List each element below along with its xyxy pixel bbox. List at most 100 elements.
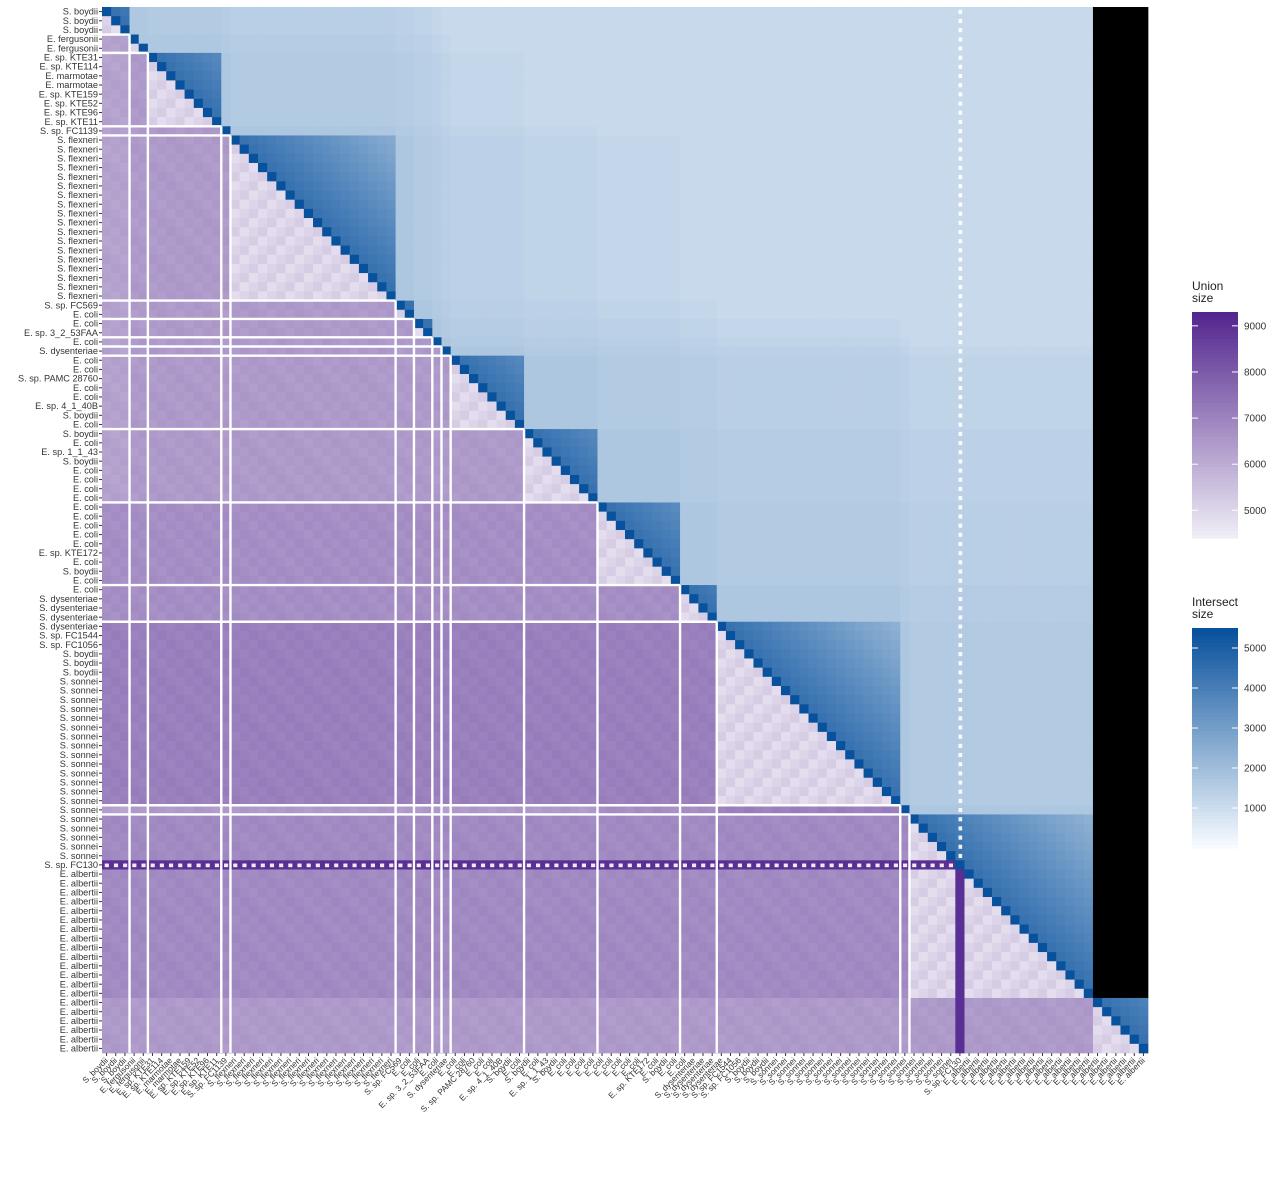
heatmap-cell [735, 392, 745, 402]
heatmap-cell [817, 383, 828, 393]
heatmap-cell [276, 337, 286, 347]
heatmap-cell [1010, 199, 1020, 210]
heatmap-cell [854, 273, 864, 283]
heatmap-cell [1138, 172, 1149, 182]
heatmap-cell [652, 300, 663, 311]
heatmap-cell [1074, 172, 1085, 182]
heatmap-cell [386, 328, 396, 338]
heatmap-cell [202, 16, 213, 26]
heatmap-cell [478, 135, 488, 145]
heatmap-cell [579, 273, 589, 283]
heatmap-cell [1047, 392, 1057, 402]
heatmap-cell [670, 52, 681, 63]
heatmap-cell [597, 364, 607, 375]
heatmap-cell [936, 71, 947, 81]
heatmap-cell [239, 364, 250, 375]
heatmap-cell [129, 346, 140, 357]
heatmap-cell [423, 328, 433, 338]
heatmap-cell [157, 144, 167, 155]
heatmap-cell [579, 208, 589, 219]
heatmap-cell [872, 227, 883, 237]
heatmap-cell [303, 135, 314, 145]
heatmap-cell [927, 364, 938, 375]
heatmap-cell [927, 25, 938, 35]
heatmap-cell [771, 263, 782, 274]
heatmap-cell [1074, 98, 1085, 109]
heatmap-cell [634, 309, 644, 320]
heatmap-cell [780, 190, 791, 201]
heatmap-cell [973, 144, 984, 155]
heatmap-cell [322, 300, 332, 311]
heatmap-cell [129, 62, 140, 72]
heatmap-cell [1037, 43, 1048, 54]
heatmap-cell [267, 227, 277, 237]
heatmap-cell [533, 135, 543, 145]
heatmap-cell [496, 52, 507, 63]
heatmap-cell [680, 117, 690, 127]
heatmap-cell [744, 25, 754, 35]
heatmap-cell [1037, 80, 1048, 90]
heatmap-cell [413, 208, 424, 219]
heatmap-cell [294, 208, 305, 219]
heatmap-cell [588, 117, 598, 127]
heatmap-cell [368, 199, 378, 210]
heatmap-cell [790, 245, 800, 256]
heatmap-cell [992, 181, 1002, 191]
heatmap-cell [992, 245, 1002, 256]
heatmap-cell [175, 62, 185, 72]
heatmap-cell [689, 98, 699, 109]
heatmap-cell [239, 309, 250, 320]
heatmap-cell [716, 126, 727, 136]
heatmap-cell [625, 62, 635, 72]
heatmap-cell [927, 254, 938, 265]
heatmap-cell [643, 89, 653, 100]
heatmap-cell [918, 172, 929, 182]
heatmap-cell [606, 346, 617, 357]
heatmap-cell [331, 153, 341, 164]
heatmap-cell [230, 135, 240, 145]
heatmap-cell [257, 254, 268, 265]
heatmap-cell [689, 117, 699, 127]
heatmap-cell [322, 254, 332, 265]
heatmap-cell [331, 25, 341, 35]
heatmap-cell [891, 309, 901, 320]
heatmap-cell [505, 34, 516, 45]
heatmap-cell [634, 135, 644, 145]
heatmap-cell [166, 144, 176, 155]
heatmap-cell [606, 153, 617, 164]
heatmap-cell [257, 80, 268, 90]
heatmap-cell [432, 236, 442, 246]
heatmap-cell [542, 254, 552, 265]
heatmap-cell [404, 355, 415, 366]
heatmap-cell [854, 25, 864, 35]
heatmap-cell [138, 328, 149, 338]
heatmap-cell [129, 153, 140, 164]
heatmap-cell [276, 355, 286, 366]
heatmap-cell [680, 25, 690, 35]
heatmap-cell [735, 107, 745, 118]
heatmap-cell [1083, 16, 1094, 26]
heatmap-cell [423, 364, 433, 375]
heatmap-cell [1037, 71, 1048, 81]
heatmap-cell [1065, 236, 1075, 246]
heatmap-cell [450, 254, 461, 265]
heatmap-cell [735, 126, 745, 136]
heatmap-cell [267, 263, 277, 274]
heatmap-cell [1019, 25, 1030, 35]
heatmap-cell [579, 282, 589, 292]
heatmap-cell [276, 25, 286, 35]
heatmap-cell [753, 199, 763, 210]
heatmap-cell [634, 199, 644, 210]
heatmap-cell [716, 172, 727, 182]
heatmap-cell [698, 7, 708, 17]
heatmap-cell [1010, 364, 1020, 375]
heatmap-cell [331, 126, 341, 136]
heatmap-cell [551, 16, 562, 26]
heatmap-cell [1019, 282, 1030, 292]
heatmap-cell [147, 245, 158, 256]
heatmap-cell [1001, 144, 1011, 155]
heatmap-cell [946, 364, 956, 375]
heatmap-cell [799, 364, 809, 375]
heatmap-cell [579, 236, 589, 246]
heatmap-cell [120, 52, 130, 63]
